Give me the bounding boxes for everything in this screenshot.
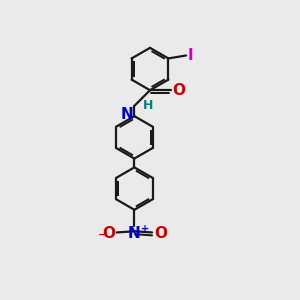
Text: O: O — [102, 226, 115, 242]
Text: N: N — [128, 226, 141, 241]
Text: +: + — [141, 224, 149, 234]
Text: O: O — [154, 226, 167, 242]
Text: N: N — [121, 107, 133, 122]
Text: −: − — [98, 230, 107, 240]
Text: H: H — [142, 99, 153, 112]
Text: I: I — [187, 48, 193, 63]
Text: O: O — [172, 83, 185, 98]
